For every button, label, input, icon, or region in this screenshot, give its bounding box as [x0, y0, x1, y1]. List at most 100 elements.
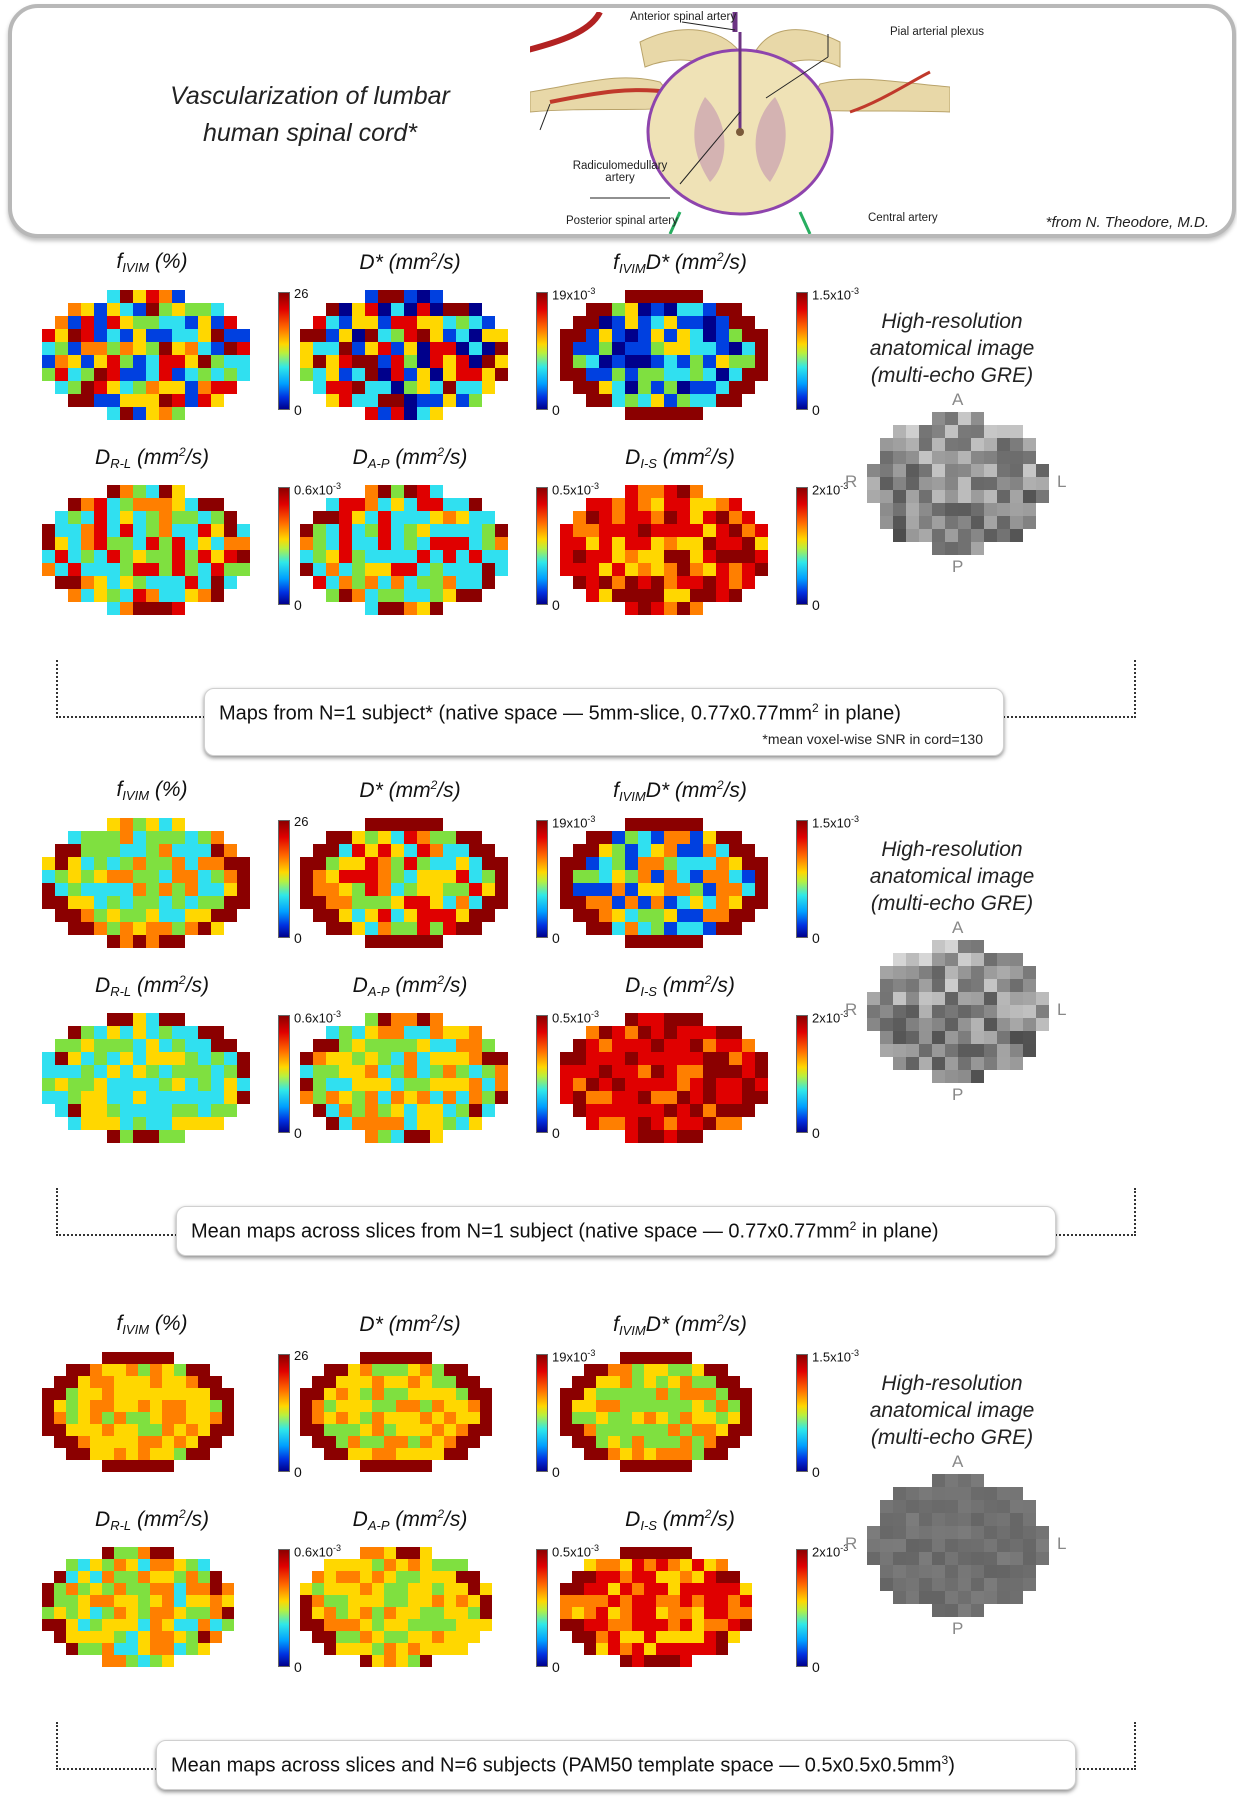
map-voxel — [94, 368, 107, 381]
map-voxel — [620, 1352, 632, 1364]
map-voxel — [469, 563, 482, 576]
map-voxel — [172, 602, 185, 615]
anatomical-voxel — [945, 953, 958, 966]
map-voxel — [586, 870, 599, 883]
map-voxel — [443, 896, 456, 909]
anatomical-voxel — [971, 940, 984, 953]
anatomical-voxel — [984, 438, 997, 451]
anatomical-voxel — [867, 1552, 880, 1565]
map-voxel — [692, 1448, 704, 1460]
map-voxel — [391, 368, 404, 381]
map-voxel — [313, 381, 326, 394]
map-voxel — [54, 1400, 66, 1412]
map-voxel — [586, 524, 599, 537]
map-voxel — [417, 342, 430, 355]
map-voxel — [456, 1643, 468, 1655]
map-voxel — [755, 537, 768, 550]
map-voxel — [625, 831, 638, 844]
map-voxel — [456, 342, 469, 355]
map-voxel — [468, 1607, 480, 1619]
anatomical-voxel — [997, 477, 1010, 490]
map-voxel — [68, 381, 81, 394]
map-voxel — [78, 1376, 90, 1388]
map-voxel — [690, 485, 703, 498]
map-voxel — [495, 1078, 508, 1091]
map-voxel — [384, 1412, 396, 1424]
map-voxel — [102, 1448, 114, 1460]
map-voxel — [755, 329, 768, 342]
colorbar-max-fivimdstar: 1.5x10-3 — [812, 814, 859, 830]
map-voxel — [90, 1583, 102, 1595]
map-voxel — [326, 1078, 339, 1091]
map-voxel — [668, 1571, 680, 1583]
colorbar-max-value: 0.6x10 — [294, 1010, 334, 1026]
map-voxel — [126, 1364, 138, 1376]
colorbar-max-fivim: 26 — [294, 286, 308, 301]
map-voxel — [677, 485, 690, 498]
map-voxel — [42, 1607, 54, 1619]
map-voxel — [456, 1595, 468, 1607]
map-voxel — [102, 1412, 114, 1424]
map-voxel — [94, 1026, 107, 1039]
anatomical-voxel — [880, 1513, 893, 1526]
map-voxel — [612, 857, 625, 870]
map-voxel — [339, 1104, 352, 1117]
colorbar-min-value: 0 — [552, 930, 560, 946]
map-voxel — [620, 1655, 632, 1667]
map-voxel — [81, 1052, 94, 1065]
map-voxel — [159, 485, 172, 498]
anatomical-voxel — [971, 477, 984, 490]
map-voxel — [42, 1065, 55, 1078]
map-voxel — [384, 1400, 396, 1412]
map-voxel — [729, 589, 742, 602]
map-voxel — [336, 1388, 348, 1400]
map-voxel — [365, 870, 378, 883]
map-voxel — [677, 550, 690, 563]
map-voxel — [625, 329, 638, 342]
map-voxel — [690, 922, 703, 935]
map-voxel — [186, 1583, 198, 1595]
map-voxel — [468, 1571, 480, 1583]
map-voxel — [94, 1078, 107, 1091]
colorbar-min-drl: 0 — [294, 1659, 302, 1675]
map-voxel — [120, 896, 133, 909]
anatomical-voxel — [971, 542, 984, 555]
map-voxel — [94, 342, 107, 355]
map-voxel — [198, 329, 211, 342]
anatomical-voxel — [1010, 1031, 1023, 1044]
colorbar-max-drl: 0.6x10-3 — [294, 1543, 341, 1559]
map-voxel — [432, 1607, 444, 1619]
map-voxel — [336, 1424, 348, 1436]
map-voxel — [638, 909, 651, 922]
anatomical-voxel — [958, 477, 971, 490]
anatomical-voxel — [945, 1018, 958, 1031]
map-voxel — [430, 524, 443, 537]
map-voxel — [572, 1583, 584, 1595]
map-voxel — [352, 1091, 365, 1104]
map-voxel — [612, 511, 625, 524]
anatomical-voxel — [971, 1057, 984, 1070]
map-voxel — [716, 355, 729, 368]
map-title-superscript: 2 — [716, 778, 724, 792]
map-voxel — [211, 576, 224, 589]
map-voxel — [703, 844, 716, 857]
map-voxel — [651, 537, 664, 550]
map-voxel — [755, 870, 768, 883]
map-voxel — [742, 1065, 755, 1078]
colorbar-max-value: 0.6x10 — [294, 482, 334, 498]
map-voxel — [417, 485, 430, 498]
map-title-subscript: R-L — [110, 1518, 132, 1533]
map-voxel — [716, 329, 729, 342]
map-voxel — [468, 1631, 480, 1643]
map-voxel — [742, 550, 755, 563]
map-voxel — [172, 1052, 185, 1065]
colorbar-max-dstar: 19x10-3 — [552, 814, 595, 830]
map-voxel — [384, 1460, 396, 1472]
map-voxel — [612, 1065, 625, 1078]
map-voxel — [677, 1013, 690, 1026]
map-voxel — [692, 1388, 704, 1400]
map-voxel — [612, 394, 625, 407]
map-voxel — [360, 1388, 372, 1400]
map-voxel — [365, 576, 378, 589]
anatomical-voxel — [932, 1500, 945, 1513]
